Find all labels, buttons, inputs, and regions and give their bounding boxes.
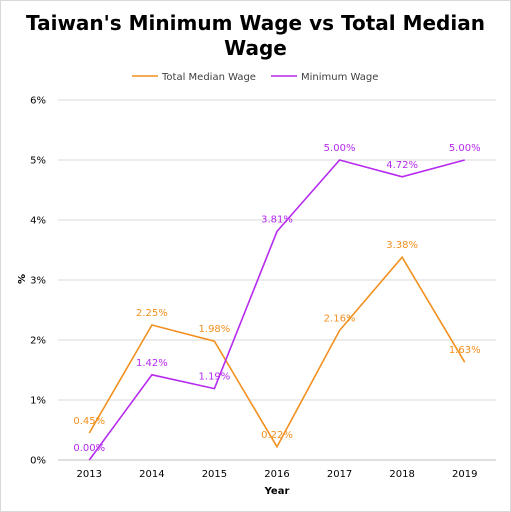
- y-tick-label-6: 6%: [30, 96, 46, 107]
- data-label-minimum-wage-2016: 3.81%: [261, 214, 293, 225]
- data-label-minimum-wage-2019: 5.00%: [449, 143, 481, 154]
- data-label-total-median-wage-2019: 1.63%: [449, 345, 481, 356]
- x-tick-label-2013: 2013: [77, 469, 102, 480]
- data-label-total-median-wage-2015: 1.98%: [199, 324, 231, 335]
- series-lines: [88, 159, 466, 461]
- data-label-total-median-wage-2016: 0.22%: [261, 430, 293, 441]
- series-line-total-median-wage: [88, 255, 466, 449]
- x-tick-label-2016: 2016: [264, 469, 289, 480]
- data-label-total-median-wage-2013: 0.45%: [73, 416, 105, 427]
- data-label-minimum-wage-2015: 1.19%: [199, 372, 231, 383]
- x-tick-label-2015: 2015: [202, 469, 227, 480]
- data-label-minimum-wage-2018: 4.72%: [386, 160, 418, 171]
- data-label-minimum-wage-2017: 5.00%: [324, 143, 356, 154]
- y-tick-label-4: 4%: [30, 216, 46, 227]
- data-label-total-median-wage-2014: 2.25%: [136, 308, 168, 319]
- gridlines: [58, 99, 496, 461]
- legend-label-total-median-wage: Total Median Wage: [161, 72, 256, 83]
- y-tick-label-2: 2%: [30, 336, 46, 347]
- y-tick-label-3: 3%: [30, 276, 46, 287]
- x-axis-title: Year: [264, 486, 290, 497]
- x-axis-ticks: 2013 2014 2015 2016 2017 2018 2019: [77, 469, 478, 480]
- chart-title-line-1: Taiwan's Minimum Wage vs Total Median: [26, 11, 485, 35]
- data-label-total-median-wage-2017: 2.16%: [324, 313, 356, 324]
- chart-title-line-2: Wage: [224, 36, 287, 60]
- y-axis-title: %: [17, 274, 28, 284]
- y-tick-label-0: 0%: [30, 456, 46, 467]
- data-label-total-median-wage-2018: 3.38%: [386, 240, 418, 251]
- series-line-minimum-wage: [88, 159, 465, 461]
- x-tick-label-2017: 2017: [327, 469, 352, 480]
- y-tick-label-5: 5%: [30, 156, 46, 167]
- y-tick-label-1: 1%: [30, 396, 46, 407]
- data-label-minimum-wage-2014: 1.42%: [136, 358, 168, 369]
- y-axis-ticks: 0% 1% 2% 3% 4% 5% 6%: [30, 96, 46, 467]
- legend-label-minimum-wage: Minimum Wage: [301, 72, 378, 83]
- data-labels: 0.45% 2.25% 1.98% 0.22% 2.16% 3.38% 1.63% 0.00%…: [73, 143, 480, 454]
- data-label-minimum-wage-2013: 0.00%: [73, 443, 105, 454]
- x-tick-label-2014: 2014: [139, 469, 164, 480]
- legend: Total Median Wage Minimum Wage: [132, 72, 378, 83]
- x-tick-label-2019: 2019: [452, 469, 477, 480]
- x-tick-label-2018: 2018: [389, 469, 414, 480]
